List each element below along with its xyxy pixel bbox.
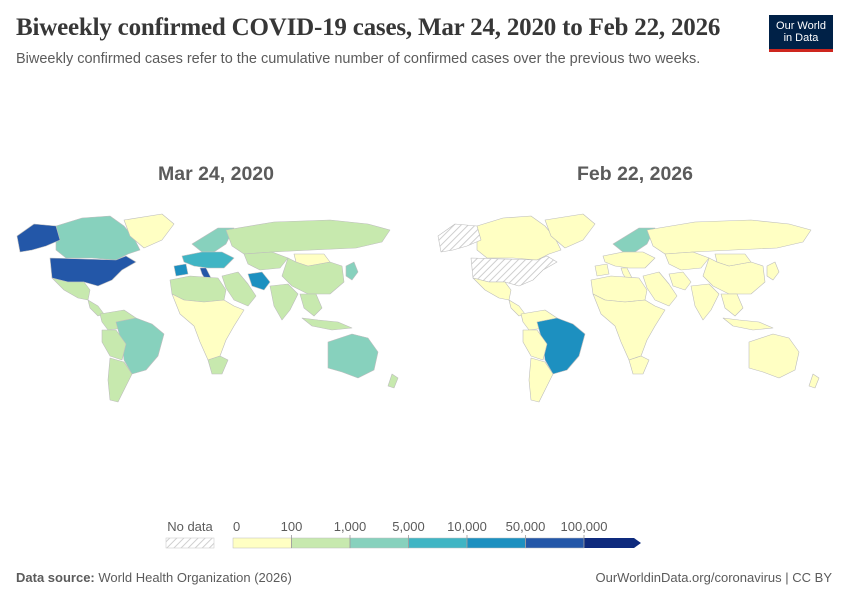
legend-bin-3 <box>408 537 468 549</box>
region-south-africa[interactable] <box>207 355 229 375</box>
region-south-africa[interactable] <box>628 355 650 375</box>
chart-title: Biweekly confirmed COVID-19 cases, Mar 2… <box>16 14 721 41</box>
legend-tick-label-3: 5,000 <box>392 519 425 534</box>
region-indonesia[interactable] <box>722 317 774 331</box>
region-greenland[interactable] <box>544 213 596 249</box>
legend-tick-label-0: 0 <box>233 519 240 534</box>
legend-bin-4 <box>466 537 526 549</box>
region-japan-korea[interactable] <box>345 261 359 281</box>
region-peru-bolivia[interactable] <box>522 329 548 361</box>
region-russia[interactable] <box>225 219 391 255</box>
region-mongolia[interactable] <box>293 253 331 267</box>
region-japan-korea[interactable] <box>766 261 780 281</box>
region-southeast-asia[interactable] <box>299 293 323 317</box>
region-india[interactable] <box>690 283 720 321</box>
region-southeast-asia[interactable] <box>720 293 744 317</box>
legend-tick-label-6: 100,000 <box>561 519 608 534</box>
color-legend: No data 0 100 1,000 5,000 10,000 50,000 100,000 <box>165 519 641 549</box>
region-peru-bolivia[interactable] <box>101 329 127 361</box>
chart-subtitle: Biweekly confirmed cases refer to the cu… <box>16 51 701 67</box>
logo-line-2: in Data <box>783 32 819 44</box>
logo-line-1: Our World <box>776 20 826 32</box>
legend-bin-5 <box>525 537 585 549</box>
region-middle-east[interactable] <box>221 271 257 307</box>
legend-bin-6-arrow <box>584 538 641 548</box>
region-alaska[interactable] <box>437 223 482 253</box>
region-spain[interactable] <box>594 263 610 277</box>
legend-tick-label-1: 100 <box>281 519 303 534</box>
map-right-date: Feb 22, 2026 <box>577 163 693 185</box>
region-africa[interactable] <box>592 293 666 361</box>
region-new-zealand[interactable] <box>808 373 820 389</box>
region-canada[interactable] <box>476 215 562 261</box>
region-argentina-chile[interactable] <box>107 357 133 403</box>
legend-no-data-swatch <box>165 537 215 549</box>
owid-logo[interactable]: Our World in Data <box>769 15 833 52</box>
region-mexico[interactable] <box>472 277 512 301</box>
region-kazakhstan[interactable] <box>664 251 710 271</box>
region-africa[interactable] <box>171 293 245 361</box>
region-russia[interactable] <box>646 219 812 255</box>
data-source-value: World Health Organization (2026) <box>98 570 292 585</box>
region-mongolia[interactable] <box>714 253 752 267</box>
region-india[interactable] <box>269 283 299 321</box>
map-left-date: Mar 24, 2020 <box>157 163 274 185</box>
legend-tick-label-2: 1,000 <box>334 519 367 534</box>
region-middle-east[interactable] <box>642 271 678 307</box>
region-mexico[interactable] <box>51 277 91 301</box>
region-argentina-chile[interactable] <box>528 357 554 403</box>
legend-bin-2 <box>349 537 409 549</box>
data-source: Data source: World Health Organization (… <box>16 570 292 585</box>
region-europe-west[interactable] <box>602 251 656 269</box>
region-iran[interactable] <box>247 271 271 291</box>
region-europe-west[interactable] <box>181 251 235 269</box>
legend-bin-1 <box>291 537 351 549</box>
region-kazakhstan[interactable] <box>243 251 289 271</box>
region-spain[interactable] <box>173 263 189 277</box>
region-iran[interactable] <box>668 271 692 291</box>
region-canada[interactable] <box>55 215 141 261</box>
region-australia[interactable] <box>748 333 800 379</box>
data-source-label: Data source: <box>16 570 95 585</box>
legend-bin-0 <box>232 537 292 549</box>
legend-tick-label-5: 50,000 <box>506 519 546 534</box>
region-greenland[interactable] <box>123 213 175 249</box>
legend-no-data-label: No data <box>167 519 213 534</box>
footer-link[interactable]: OurWorldinData.org/coronavirus | CC BY <box>595 570 832 585</box>
region-australia[interactable] <box>327 333 379 379</box>
region-new-zealand[interactable] <box>387 373 399 389</box>
region-alaska[interactable] <box>16 223 61 253</box>
region-indonesia[interactable] <box>301 317 353 331</box>
legend-tick-label-4: 10,000 <box>447 519 487 534</box>
world-map-left[interactable] <box>12 210 417 410</box>
world-map-right[interactable] <box>433 210 838 410</box>
